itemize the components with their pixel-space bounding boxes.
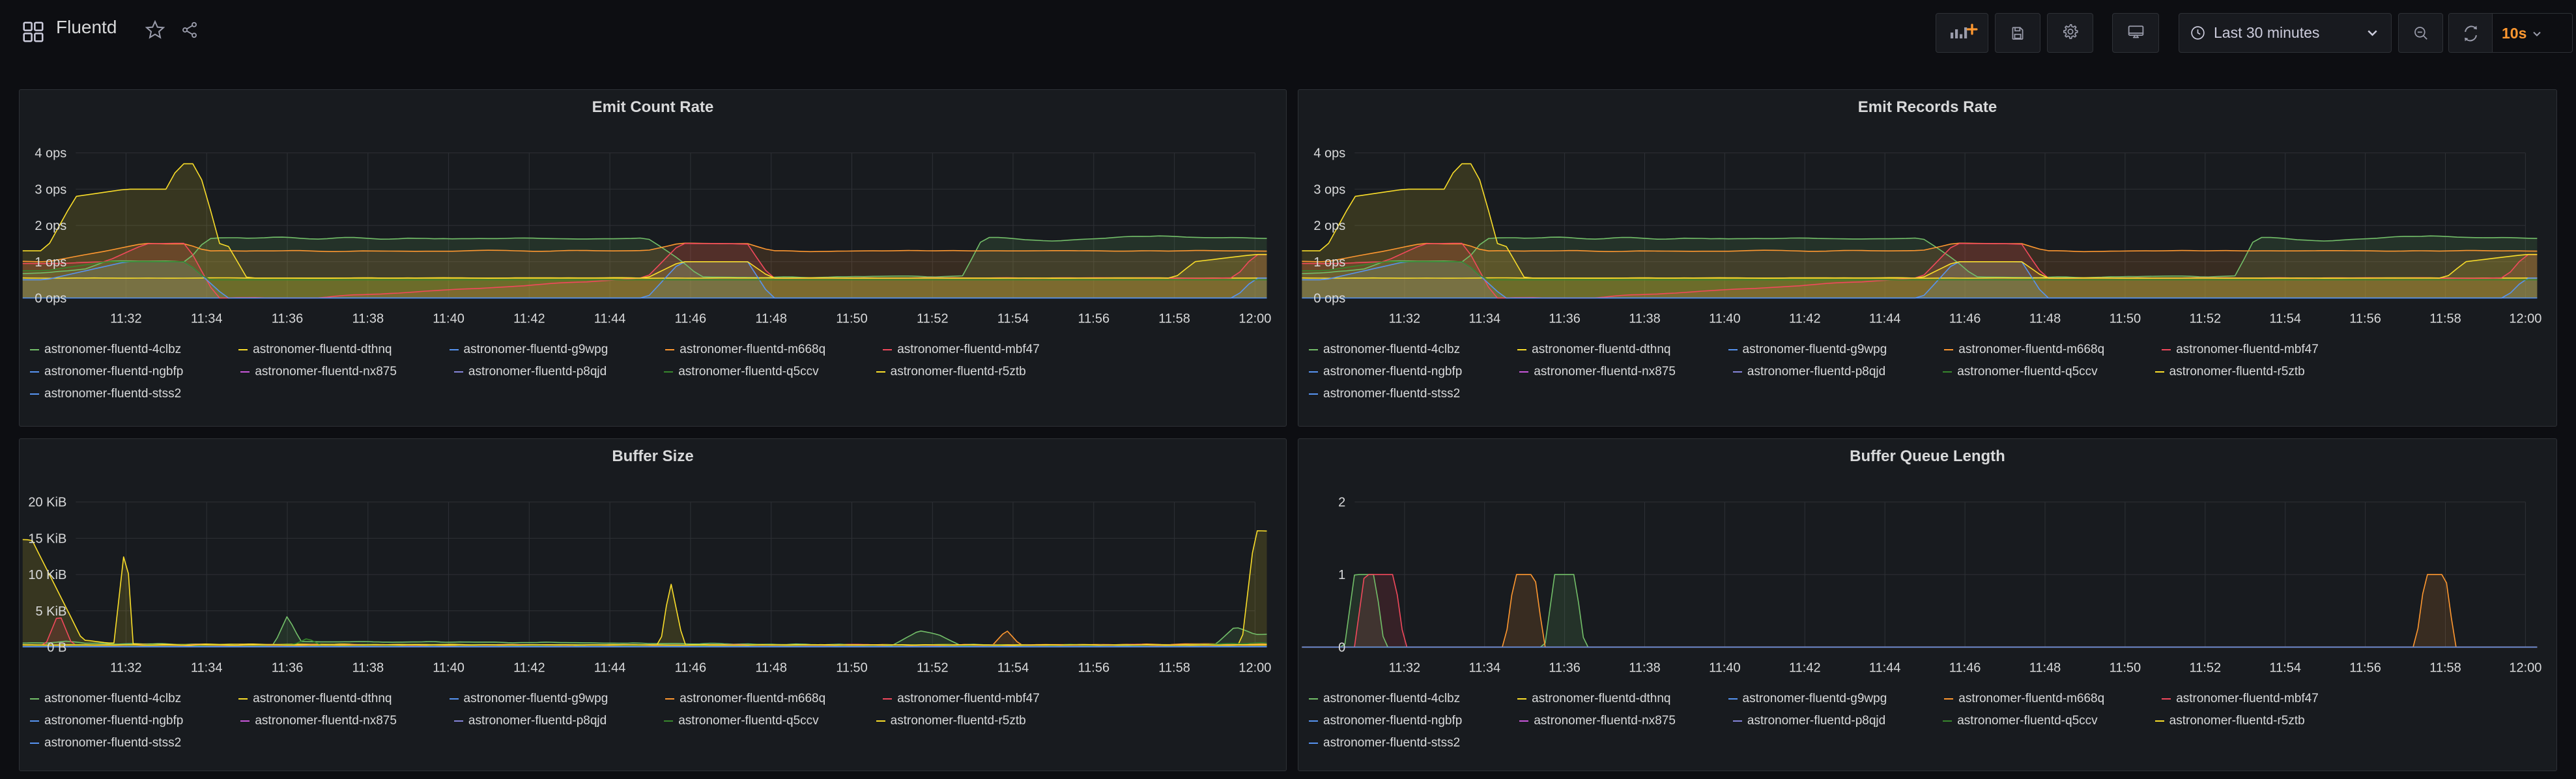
svg-text:11:58: 11:58 [2429, 312, 2461, 326]
svg-text:10 KiB: 10 KiB [28, 568, 66, 582]
svg-text:11:38: 11:38 [1629, 312, 1661, 326]
svg-text:11:48: 11:48 [2029, 661, 2061, 675]
svg-text:11:42: 11:42 [513, 312, 545, 326]
svg-text:11:46: 11:46 [675, 661, 707, 675]
svg-text:11:44: 11:44 [1869, 661, 1901, 675]
svg-text:20 KiB: 20 KiB [28, 496, 66, 510]
svg-text:1 ops: 1 ops [35, 255, 66, 270]
svg-text:2: 2 [1338, 496, 1345, 510]
svg-text:11:52: 11:52 [917, 312, 949, 326]
svg-text:11:48: 11:48 [755, 661, 787, 675]
svg-text:12:00: 12:00 [2509, 661, 2541, 675]
svg-text:11:32: 11:32 [1389, 312, 1421, 326]
svg-text:11:44: 11:44 [1869, 312, 1901, 326]
svg-text:1 ops: 1 ops [1313, 255, 1345, 270]
svg-text:11:32: 11:32 [1389, 661, 1421, 675]
svg-text:11:54: 11:54 [2269, 312, 2301, 326]
svg-text:11:52: 11:52 [2190, 312, 2222, 326]
svg-text:0 ops: 0 ops [1313, 292, 1345, 306]
svg-text:11:48: 11:48 [2029, 312, 2061, 326]
svg-text:11:38: 11:38 [352, 661, 384, 675]
svg-text:11:50: 11:50 [836, 661, 868, 675]
svg-text:11:40: 11:40 [433, 661, 465, 675]
svg-text:11:46: 11:46 [1949, 312, 1981, 326]
svg-text:11:48: 11:48 [755, 312, 787, 326]
svg-text:11:36: 11:36 [1549, 312, 1581, 326]
svg-text:11:40: 11:40 [1709, 312, 1741, 326]
svg-text:11:46: 11:46 [1949, 661, 1981, 675]
svg-text:11:54: 11:54 [997, 312, 1029, 326]
svg-text:11:42: 11:42 [1789, 661, 1821, 675]
svg-text:11:54: 11:54 [997, 661, 1029, 675]
svg-text:11:44: 11:44 [594, 312, 626, 326]
svg-text:0 B: 0 B [47, 641, 66, 655]
svg-text:11:32: 11:32 [110, 312, 142, 326]
svg-text:11:52: 11:52 [917, 661, 949, 675]
svg-text:11:42: 11:42 [513, 661, 545, 675]
svg-text:1: 1 [1338, 568, 1345, 582]
svg-text:12:00: 12:00 [1238, 312, 1271, 326]
svg-text:11:56: 11:56 [2349, 312, 2381, 326]
svg-text:11:54: 11:54 [2269, 661, 2301, 675]
svg-text:12:00: 12:00 [2509, 312, 2541, 326]
svg-text:11:36: 11:36 [272, 312, 304, 326]
svg-text:11:34: 11:34 [1469, 661, 1501, 675]
svg-text:11:40: 11:40 [433, 312, 465, 326]
svg-text:12:00: 12:00 [1238, 661, 1271, 675]
svg-text:11:36: 11:36 [272, 661, 304, 675]
svg-text:2 ops: 2 ops [35, 219, 66, 233]
svg-text:11:32: 11:32 [110, 661, 142, 675]
svg-text:11:42: 11:42 [1789, 312, 1821, 326]
svg-text:2 ops: 2 ops [1313, 219, 1345, 233]
svg-text:0 ops: 0 ops [35, 292, 66, 306]
svg-text:11:58: 11:58 [1158, 312, 1190, 326]
svg-text:11:50: 11:50 [2110, 661, 2141, 675]
svg-text:11:56: 11:56 [1078, 312, 1110, 326]
svg-text:11:58: 11:58 [1158, 661, 1190, 675]
svg-text:11:34: 11:34 [1469, 312, 1501, 326]
svg-text:3 ops: 3 ops [35, 182, 66, 197]
svg-text:11:36: 11:36 [1549, 661, 1581, 675]
svg-text:11:38: 11:38 [352, 312, 384, 326]
svg-text:0: 0 [1338, 641, 1345, 655]
svg-text:11:40: 11:40 [1709, 661, 1741, 675]
svg-text:11:56: 11:56 [1078, 661, 1110, 675]
svg-text:11:50: 11:50 [836, 312, 868, 326]
svg-text:11:56: 11:56 [2349, 661, 2381, 675]
svg-text:5 KiB: 5 KiB [35, 604, 66, 619]
svg-text:11:34: 11:34 [191, 312, 223, 326]
svg-text:11:38: 11:38 [1629, 661, 1661, 675]
svg-text:4 ops: 4 ops [35, 147, 66, 161]
svg-text:4 ops: 4 ops [1313, 147, 1345, 161]
svg-text:11:46: 11:46 [675, 312, 707, 326]
svg-text:15 KiB: 15 KiB [28, 531, 66, 546]
svg-text:11:58: 11:58 [2429, 661, 2461, 675]
svg-text:3 ops: 3 ops [1313, 182, 1345, 197]
svg-text:11:52: 11:52 [2190, 661, 2222, 675]
svg-text:11:50: 11:50 [2110, 312, 2141, 326]
svg-text:11:34: 11:34 [191, 661, 223, 675]
svg-text:11:44: 11:44 [594, 661, 626, 675]
